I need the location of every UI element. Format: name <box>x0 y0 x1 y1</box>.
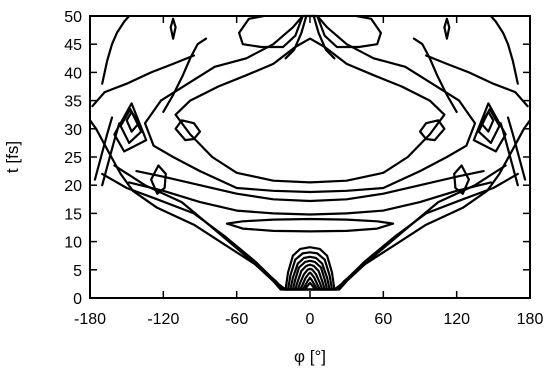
contour-peak-1 <box>284 246 336 291</box>
contour-island-right-2 <box>477 107 501 144</box>
x-tick-label: -120 <box>147 311 179 328</box>
contour-side-left-1 <box>101 122 121 187</box>
contour-island-left-2 <box>119 107 143 144</box>
contour-ridge-right <box>489 14 519 85</box>
contour-peak-6 <box>296 267 324 291</box>
contour-ridge-right-2 <box>425 54 529 108</box>
contour-peak-9 <box>304 281 316 291</box>
y-tick-label: 45 <box>64 37 82 54</box>
contour-peak-7 <box>299 271 321 291</box>
contour-speck-right <box>443 17 451 40</box>
contour-shoulder-right <box>412 37 458 114</box>
y-tick-label: 30 <box>64 122 82 139</box>
contour-side-left-2 <box>93 116 114 181</box>
x-axis-label: φ [°] <box>294 347 326 366</box>
y-tick-label: 10 <box>64 235 82 252</box>
x-tick-label: -180 <box>74 311 106 328</box>
x-axis-ticks: -180 -120 -60 0 60 120 180 <box>74 16 543 328</box>
contour-shoulder-left <box>162 37 208 114</box>
contour-fan-ring-3 <box>113 164 507 291</box>
x-tick-label: 120 <box>443 311 470 328</box>
contour-speck-left <box>169 17 177 40</box>
y-axis-label: t [fs] <box>3 141 22 173</box>
contour-band-upper <box>135 170 485 203</box>
contour-lines <box>88 14 532 291</box>
contour-island-left-3 <box>113 102 148 153</box>
contour-top-inner-right <box>312 14 336 60</box>
y-tick-label: 5 <box>73 263 82 280</box>
y-tick-label: 35 <box>64 94 82 111</box>
contour-peak-2 <box>286 251 334 291</box>
y-tick-label: 50 <box>64 9 82 26</box>
contour-side-right-1 <box>499 122 519 187</box>
x-tick-label: -60 <box>225 311 248 328</box>
y-tick-label: 0 <box>73 291 82 308</box>
contour-ridge-left-2 <box>91 54 195 108</box>
contour-ridge-left <box>101 14 131 85</box>
contour-trough-shelf <box>225 217 395 233</box>
y-tick-label: 15 <box>64 206 82 223</box>
x-tick-label: 180 <box>517 311 544 328</box>
y-tick-label: 25 <box>64 150 82 167</box>
contour-band-lower <box>128 181 492 216</box>
contour-lobe-upper-right <box>418 119 446 142</box>
contour-top-lobe-right <box>316 14 382 49</box>
contour-peak-5 <box>294 263 326 291</box>
contour-lobe-mid-right <box>453 164 470 195</box>
y-tick-label: 40 <box>64 65 82 82</box>
contour-top-inner-left <box>284 14 308 60</box>
contour-peak-3 <box>289 255 331 291</box>
contour-lobe-mid-left <box>150 164 167 195</box>
contour-side-right-2 <box>506 116 527 181</box>
x-tick-label: 0 <box>306 311 315 328</box>
y-axis-ticks: 0 5 10 15 20 25 30 35 40 45 50 <box>64 9 530 308</box>
x-tick-label: 60 <box>374 311 392 328</box>
contour-island-right-3 <box>472 102 507 153</box>
contour-central-dome <box>174 37 446 184</box>
contour-dome-outer <box>143 14 477 194</box>
contour-peak-4 <box>291 259 329 291</box>
contour-top-lobe-left <box>238 14 304 49</box>
contour-lobe-upper-left <box>174 119 202 142</box>
y-tick-label: 20 <box>64 178 82 195</box>
contour-peak-8 <box>301 276 319 291</box>
